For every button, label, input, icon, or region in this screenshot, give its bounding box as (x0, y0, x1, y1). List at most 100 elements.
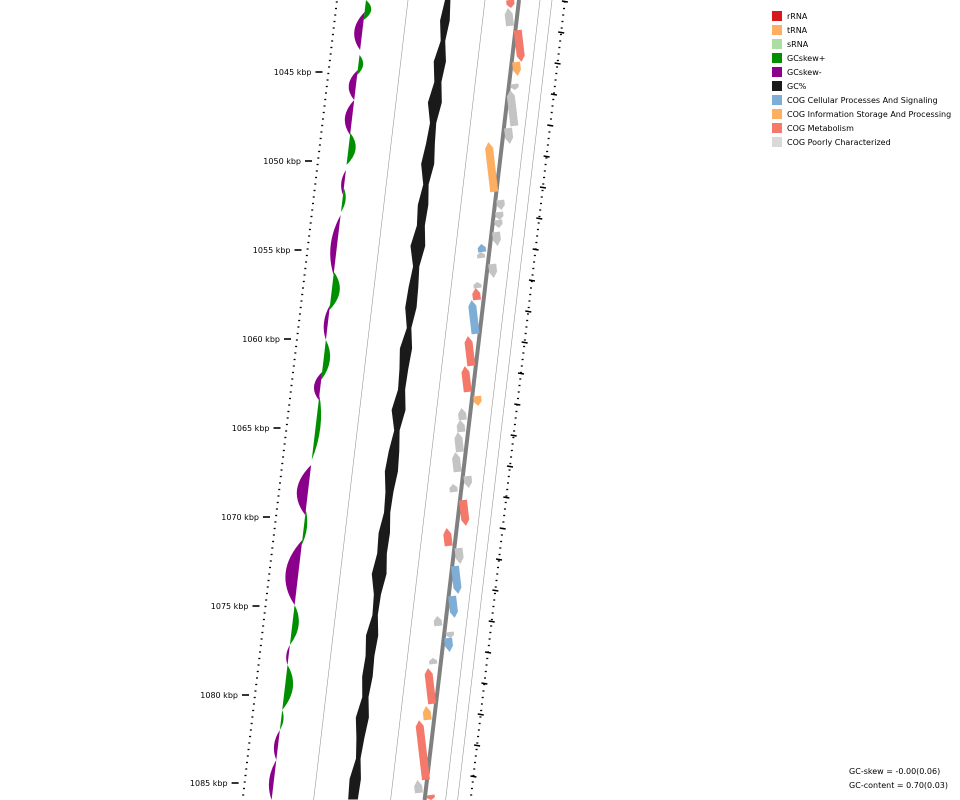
gc-skew-negative-lobe (296, 465, 312, 515)
gene-feature-arrow (513, 29, 525, 62)
gc-skew-negative-lobe (323, 305, 331, 340)
legend-label: COG Poorly Characterized (787, 137, 891, 147)
gc-skew-negative-lobe (313, 372, 323, 400)
gene-feature-arrow (444, 637, 453, 652)
ruler-major-tick (492, 589, 499, 592)
ruler-major-tick (517, 372, 525, 375)
gc-skew-negative-lobe (273, 730, 280, 760)
legend-swatch (772, 25, 782, 35)
gene-feature-arrow (506, 90, 519, 127)
gc-skew-negative-lobe (344, 100, 355, 135)
legend-item-trna: tRNA (772, 23, 951, 37)
gc-content-band (348, 0, 451, 800)
gc-skew-positive-lobe (311, 395, 322, 460)
gc-skew-track (268, 0, 372, 800)
gene-feature-arrow (414, 780, 423, 794)
gene-feature-arrow (477, 244, 487, 253)
ruler-major-tick (532, 248, 539, 251)
gene-feature-arrow (433, 616, 443, 627)
gc-skew-positive-lobe (357, 55, 364, 75)
gc-skew-positive-lobe (301, 510, 308, 545)
gene-feature-arrow (428, 658, 438, 665)
legend-label: COG Metabolism (787, 123, 854, 133)
kbp-ruler-labels: 1045 kbp 1050 kbp 1055 kbp 1060 kbp 1065 kbp… (190, 68, 323, 788)
gc-skew-negative-lobe (268, 760, 277, 800)
feature-track (414, 0, 525, 800)
gene-feature-arrow (506, 0, 515, 8)
gc-skew-negative-lobe (330, 215, 341, 275)
gc-skew-negative-lobe (354, 12, 365, 50)
kbp-label: 1045 kbp (274, 68, 312, 77)
gene-feature-arrow (452, 452, 462, 473)
legend-label: GC% (787, 81, 807, 91)
gene-feature-arrow (461, 366, 472, 393)
legend-swatch (772, 81, 782, 91)
gene-feature-arrow (458, 499, 470, 526)
guide-line (457, 0, 553, 800)
gc-skew-positive-lobe (363, 0, 372, 20)
ruler-major-tick (499, 527, 506, 530)
ruler-major-tick (473, 744, 481, 747)
legend-swatch (772, 137, 782, 147)
ruler-major-tick (547, 124, 554, 127)
gene-feature-arrow (426, 794, 435, 800)
legend-swatch (772, 95, 782, 105)
gene-feature-arrow (488, 263, 498, 278)
kbp-label: 1050 kbp (263, 157, 301, 166)
legend-label: sRNA (787, 39, 809, 49)
gene-feature-arrow (464, 336, 476, 367)
gc-content-stat: GC-content = 0.70(0.03) (849, 781, 948, 790)
gene-feature-arrow (496, 199, 505, 210)
gene-feature-arrow (485, 142, 499, 193)
legend-item-cog-poor: COG Poorly Characterized (772, 135, 951, 149)
gene-feature-arrow (504, 8, 515, 27)
ruler-major-tick (539, 186, 547, 189)
legend-swatch (772, 53, 782, 63)
legend-item-cog-metabolism: COG Metabolism (772, 121, 951, 135)
gc-skew-positive-lobe (289, 605, 299, 645)
track-guide-lines (313, 0, 553, 800)
legend-label: COG Cellular Processes And Signaling (787, 95, 938, 105)
gene-feature-arrow (473, 282, 482, 289)
legend-item-srna: sRNA (772, 37, 951, 51)
gene-feature-arrow (445, 631, 455, 638)
gene-feature-arrow (468, 300, 480, 335)
legend-item-cog-cellular: COG Cellular Processes And Signaling (772, 93, 951, 107)
ruler-major-tick (477, 713, 484, 716)
gc-skew-negative-lobe (286, 645, 290, 665)
gene-feature-arrow (463, 475, 473, 488)
legend-item-gcskew-minus: GCskew- (772, 65, 951, 79)
gene-feature-arrow (492, 231, 501, 246)
ruler-major-tick (528, 279, 536, 282)
gc-skew-positive-lobe (329, 272, 340, 310)
gene-feature-arrow (450, 565, 462, 594)
kbp-label: 1070 kbp (221, 513, 259, 522)
gene-feature-arrow (510, 83, 519, 90)
gene-feature-arrow (422, 706, 432, 721)
ruler-major-tick (481, 682, 488, 685)
gene-feature-arrow (504, 127, 514, 144)
ruler-major-tick (510, 434, 517, 437)
guide-line (390, 0, 486, 800)
legend-item-cog-info: COG Information Storage And Processing (772, 107, 951, 121)
gene-feature-arrow (458, 408, 467, 421)
gc-skew-positive-lobe (340, 188, 346, 212)
legend-item-gcskew-plus: GCskew+ (772, 51, 951, 65)
ruler-major-tick (495, 558, 503, 561)
ruler-major-tick (521, 341, 528, 344)
backbone-line (422, 0, 521, 800)
legend-label: COG Information Storage And Processing (787, 109, 952, 119)
ruler-major-tick (554, 62, 561, 65)
gene-feature-arrow (472, 288, 481, 301)
legend-swatch (772, 67, 782, 77)
gc-skew-positive-lobe (346, 133, 356, 165)
ruler-major-tick (558, 31, 565, 34)
kbp-label: 1085 kbp (190, 779, 228, 788)
legend-label: rRNA (787, 11, 808, 21)
kbp-ruler (242, 0, 569, 796)
kbp-label: 1075 kbp (211, 602, 249, 611)
gene-feature-arrow (456, 420, 466, 433)
gene-feature-arrow (449, 484, 458, 493)
gc-skew-positive-lobe (279, 710, 284, 730)
